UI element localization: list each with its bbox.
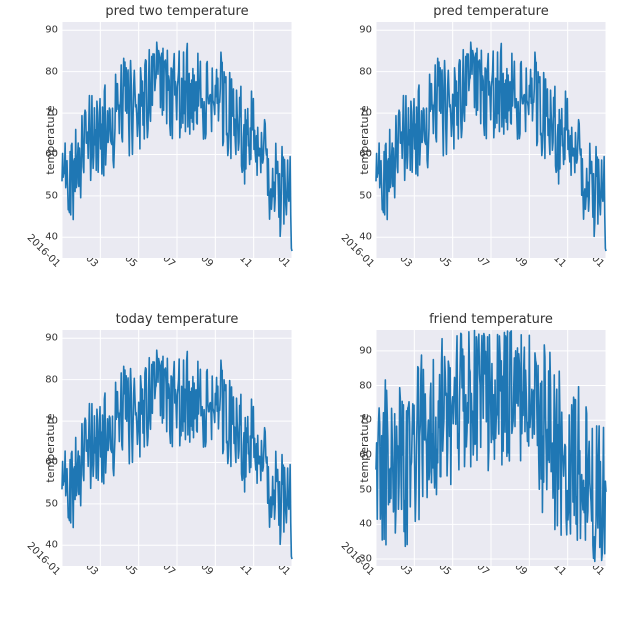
panel-tl: 4050607080902016-012016-032016-052016-07… (62, 22, 292, 258)
panel-br: 304050607080902016-012016-032016-052016-… (376, 330, 606, 566)
panel-tr: 4050607080902016-012016-032016-052016-07… (376, 22, 606, 258)
y-axis-label: temperature (44, 105, 57, 174)
ytick: 40 (359, 519, 376, 530)
chart-title: today temperature (62, 312, 292, 327)
ytick: 40 (45, 232, 62, 243)
ytick: 50 (45, 190, 62, 201)
ytick: 90 (45, 25, 62, 36)
y-axis-label: temperature (358, 413, 371, 482)
panel-bl: 4050607080902016-012016-032016-052016-07… (62, 330, 292, 566)
chart-title: friend temperature (376, 312, 606, 327)
chart-title: pred two temperature (62, 4, 292, 19)
chart-tr (376, 22, 606, 258)
ytick: 80 (359, 380, 376, 391)
ytick: 40 (45, 540, 62, 551)
ytick: 90 (359, 345, 376, 356)
ytick: 40 (359, 232, 376, 243)
ytick: 80 (45, 374, 62, 385)
ytick: 90 (45, 333, 62, 344)
y-axis-label: temperature (358, 105, 371, 174)
ytick: 50 (359, 190, 376, 201)
ytick: 80 (359, 66, 376, 77)
y-axis-label: temperature (44, 413, 57, 482)
ytick: 50 (45, 498, 62, 509)
chart-tl (62, 22, 292, 258)
chart-title: pred temperature (376, 4, 606, 19)
ytick: 50 (359, 484, 376, 495)
chart-br (376, 330, 606, 566)
ytick: 80 (45, 66, 62, 77)
figure: 4050607080902016-012016-032016-052016-07… (0, 0, 632, 626)
chart-bl (62, 330, 292, 566)
ytick: 90 (359, 25, 376, 36)
